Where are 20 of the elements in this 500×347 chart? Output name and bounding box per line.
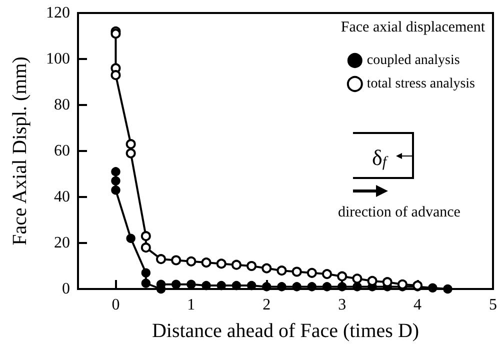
annotation: δf: [372, 145, 388, 170]
y-tick-label: 0: [62, 280, 70, 298]
y-tick-label: 80: [54, 96, 70, 114]
x-tick-label: 1: [187, 296, 196, 314]
legend-title: Face axial displacement: [340, 20, 486, 36]
x-tick-label: 0: [112, 296, 120, 314]
y-tick-label: 60: [54, 142, 70, 160]
y-tick-label: 120: [46, 4, 70, 22]
y-tick-label: 20: [54, 234, 70, 252]
x-tick-label: 5: [489, 296, 497, 314]
x-tick-label: 4: [414, 296, 422, 314]
annotation: direction of advance: [338, 204, 461, 220]
y-axis-title: Face Axial Displ. (mm): [9, 56, 31, 246]
legend-label: total stress analysis: [366, 76, 476, 92]
x-tick-label: 2: [262, 296, 271, 314]
y-tick-label: 40: [54, 188, 70, 206]
x-axis-title: Distance ahead of Face (times D): [152, 320, 420, 342]
x-tick-label: 3: [338, 296, 346, 314]
y-tick-label: 100: [46, 50, 70, 68]
legend-label: coupled analysis: [366, 53, 460, 68]
